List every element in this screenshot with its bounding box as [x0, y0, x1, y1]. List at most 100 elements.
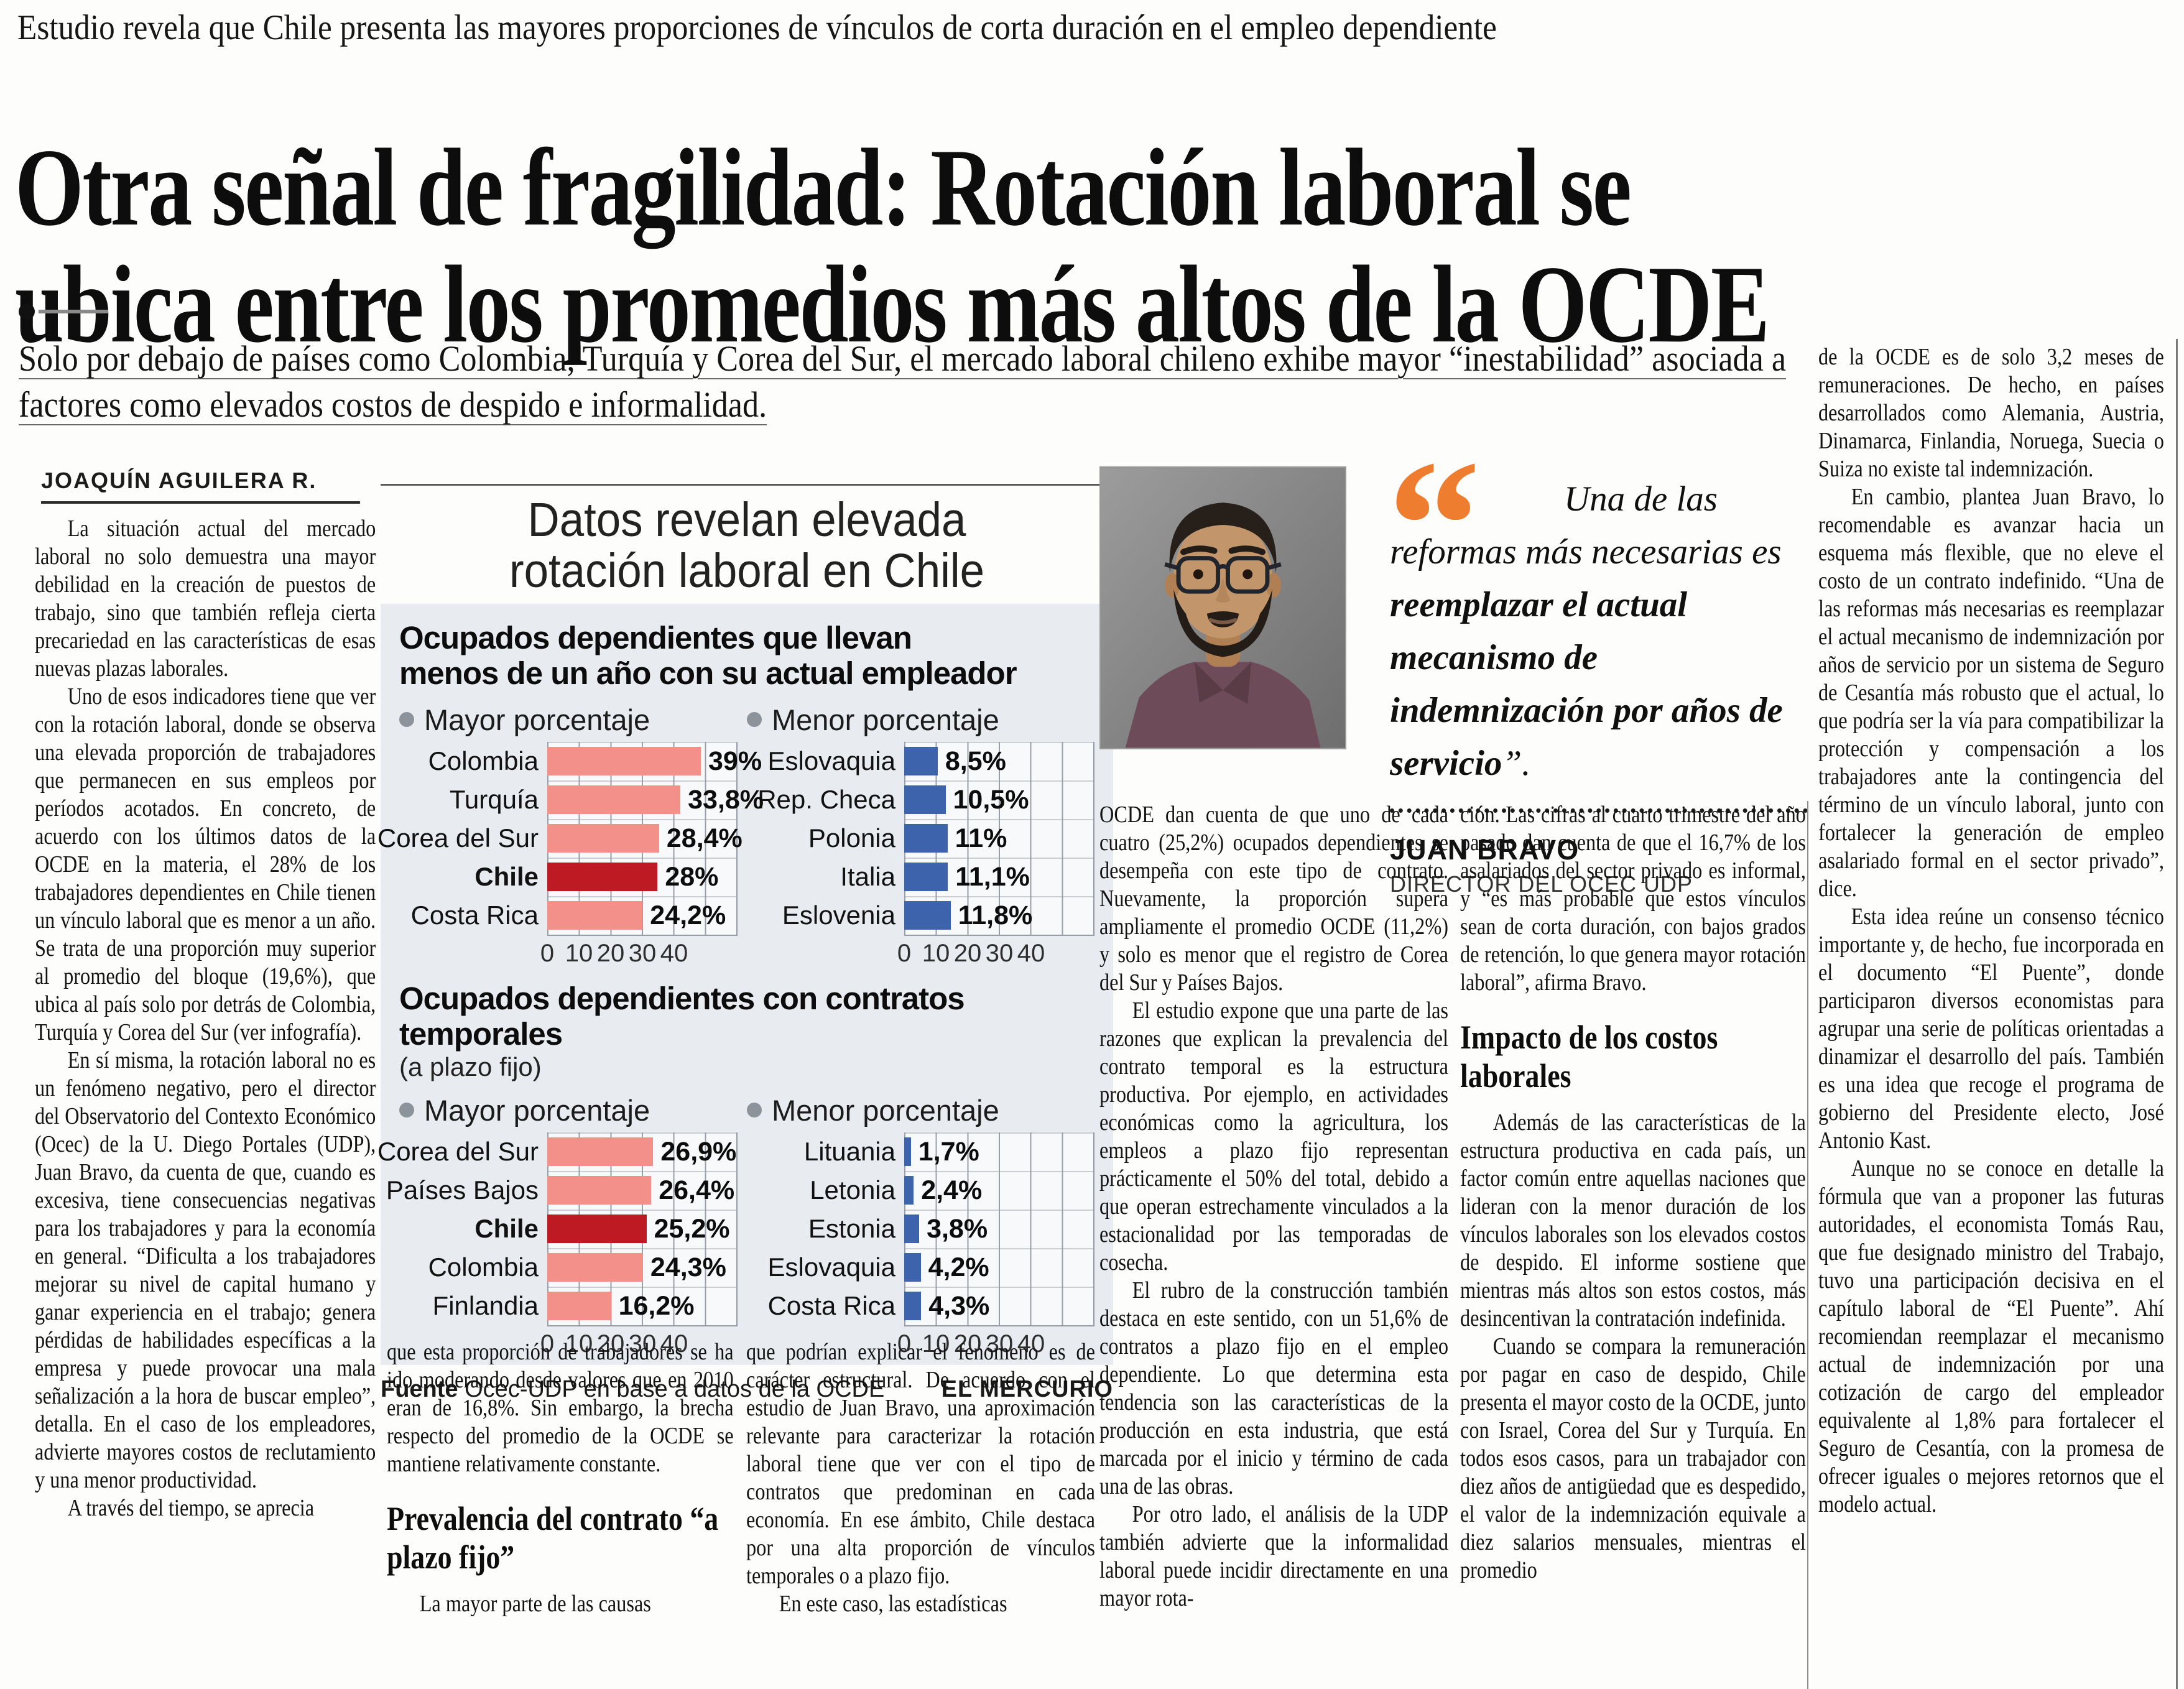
- bar: [547, 824, 659, 853]
- paragraph: Aunque no se conoce en detalle la fórmul…: [1818, 1155, 2164, 1517]
- quote-text-regular: Una de las reformas más necesarias es: [1390, 479, 1782, 571]
- legend-bullet-icon: [747, 1103, 762, 1118]
- quote-text-bold: reemplazar el actual mecanismo de indemn…: [1390, 585, 1783, 783]
- quote-text-close: ”.: [1502, 744, 1531, 783]
- paragraph: que esta proporción de trabajadores se h…: [387, 1339, 734, 1477]
- bar: [904, 863, 948, 891]
- bar-row: 28,4%: [547, 819, 743, 858]
- paragraph: ción. Las cifras al cuarto trimestre del…: [1460, 802, 1806, 996]
- category-labels: Lituania Letonia Estonia Eslovaquia Cost…: [756, 1132, 904, 1326]
- article-column-6: de la OCDE es de solo 3,2 meses de remun…: [1818, 343, 2164, 1687]
- column-rule: [1807, 801, 1808, 1689]
- bar-value: 28,4%: [666, 823, 743, 853]
- chart2-subheader: (a plazo fijo): [399, 1052, 542, 1081]
- bar: [904, 747, 938, 775]
- subhead-impacto: Impacto de los costos laborales: [1460, 1019, 1718, 1094]
- plot-area: 8,5% 10,5% 11% 11,1% 11,8%: [904, 742, 1094, 936]
- article-column-5: ción. Las cifras al cuarto trimestre del…: [1460, 801, 1806, 1687]
- paragraph: En cambio, plantea Juan Bravo, lo recome…: [1818, 484, 2164, 902]
- bar-value: 8,5%: [945, 746, 1006, 776]
- category-label-chile: Chile: [474, 862, 539, 891]
- bar-row: 4,2%: [904, 1248, 1093, 1287]
- bar: [547, 1176, 652, 1205]
- bar-value: 11%: [955, 823, 1007, 853]
- paragraph: que podrían explicar el fenómeno es de c…: [746, 1339, 1095, 1589]
- paragraph: A través del tiempo, se aprecia: [67, 1495, 315, 1521]
- byline: JOAQUÍN AGUILERA R.: [41, 468, 361, 504]
- pull-quote-text: Una de las reformas más necesarias es re…: [1390, 473, 1808, 790]
- chart1: Colombia Turquía Corea del Sur Chile Cos…: [377, 742, 1094, 967]
- pull-quote: “ Una de las reformas más necesarias es …: [1387, 432, 1808, 897]
- x-axis: 0 10 20 30 40: [897, 1329, 1094, 1358]
- bar: [904, 1137, 911, 1166]
- category-label: Letonia: [810, 1175, 895, 1205]
- article-column-3: que podrían explicar el fenómeno es de c…: [746, 1338, 1095, 1687]
- bar: [904, 901, 951, 930]
- category-label: Países Bajos: [386, 1175, 539, 1205]
- bar: [547, 901, 643, 930]
- paragraph: Además de las características de la estr…: [1460, 1109, 1806, 1331]
- bar: [904, 1215, 920, 1243]
- axis-tick: 30: [628, 1330, 657, 1358]
- bar-row: 24,3%: [547, 1248, 736, 1287]
- category-label: Colombia: [428, 746, 539, 775]
- bar-row: 10,5%: [904, 780, 1093, 819]
- bar-chile: [547, 1215, 647, 1243]
- bar-value: 16,2%: [618, 1290, 695, 1321]
- headline-line-1: Otra señal de fragilidad: Rotación labor…: [15, 126, 1632, 249]
- bar-row: 39%: [547, 742, 762, 780]
- bar-row: 1,7%: [904, 1132, 1093, 1171]
- bar-row-chile: 28%: [547, 858, 736, 896]
- plot-area: 26,9% 26,4% 25,2% 24,3% 16,2%: [547, 1132, 738, 1326]
- category-label: Lituania: [803, 1137, 895, 1166]
- axis-tick: 20: [596, 940, 625, 967]
- bar-value: 4,3%: [928, 1290, 990, 1321]
- bar-value: 10,5%: [953, 784, 1029, 815]
- bar-row: 16,2%: [547, 1287, 736, 1325]
- bar-value: 2,4%: [921, 1175, 983, 1205]
- infographic-title-line-2: rotación laboral en Chile: [509, 544, 984, 598]
- paragraph: Uno de esos indicadores tiene que ver co…: [35, 683, 376, 1045]
- bar-row: 11,1%: [904, 858, 1093, 896]
- axis-tick: 10: [922, 1330, 950, 1358]
- bar-value: 11,8%: [958, 900, 1033, 930]
- dotted-separator: [1390, 808, 1808, 813]
- bar-value: 1,7%: [918, 1136, 979, 1167]
- axis-tick: 20: [596, 1330, 625, 1358]
- axis-tick: 40: [660, 940, 688, 967]
- category-label: Polonia: [808, 823, 895, 853]
- axis-tick: 20: [953, 940, 982, 967]
- infographic-source-row: Fuente Ocec-UDP en base a datos de la OC…: [381, 1376, 1113, 1403]
- category-label: Eslovaquia: [767, 746, 895, 775]
- paragraph: Por otro lado, el análisis de la UDP tam…: [1099, 1501, 1448, 1611]
- paragraph: El rubro de la construcción también dest…: [1099, 1277, 1448, 1499]
- bar-value: 24,2%: [650, 900, 726, 930]
- axis-tick: 10: [922, 940, 950, 967]
- bar-value: 24,3%: [650, 1252, 726, 1282]
- kicker: Estudio revela que Chile presenta las ma…: [17, 8, 1497, 47]
- legend-mayor: Mayor porcentaje: [399, 703, 747, 737]
- section-rule: [39, 310, 108, 313]
- chart1-mayor: Colombia Turquía Corea del Sur Chile Cos…: [377, 742, 764, 967]
- quote-author-role: DIRECTOR DEL OCEC UDP: [1390, 871, 1693, 897]
- chart2-menor: Lituania Letonia Estonia Eslovaquia Cost…: [756, 1132, 1094, 1358]
- chart1-legends: Mayor porcentaje Menor porcentaje: [399, 703, 1094, 736]
- bar-value: 28%: [665, 861, 719, 892]
- bar-value: 26,4%: [659, 1175, 735, 1205]
- bar-row: 26,4%: [547, 1171, 736, 1210]
- legend-label: Menor porcentaje: [772, 1093, 999, 1127]
- axis-tick: 40: [1017, 1330, 1045, 1358]
- paragraph: En este caso, las estadísticas: [779, 1591, 1007, 1617]
- section-bullet: [19, 303, 35, 320]
- bar: [904, 785, 946, 814]
- x-axis: 0 10 20 30 40: [897, 938, 1094, 967]
- paragraph: Cuando se compara la remuneración por pa…: [1460, 1333, 1806, 1583]
- source-label: Fuente: [381, 1376, 458, 1402]
- bar-row: 8,5%: [904, 742, 1093, 780]
- category-labels: Eslovaquia Rep. Checa Polonia Italia Esl…: [756, 742, 904, 936]
- axis-tick: 20: [953, 1330, 982, 1358]
- category-label: Estonia: [808, 1214, 895, 1243]
- plot-area: 39% 33,8% 28,4% 28% 24,2%: [547, 742, 764, 936]
- bar-row: 26,9%: [547, 1132, 736, 1171]
- bar-row: 24,2%: [547, 896, 736, 935]
